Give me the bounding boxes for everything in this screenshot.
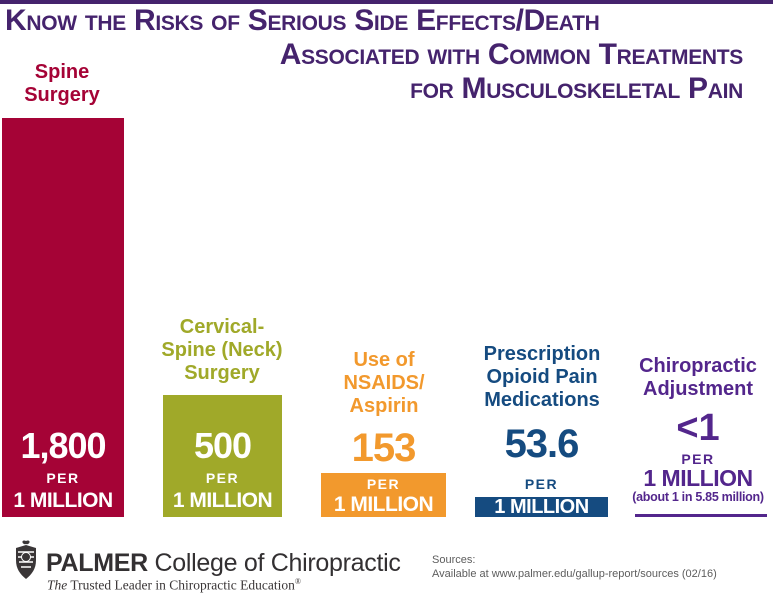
sources-label: Sources: — [432, 554, 476, 566]
tagline-lead: The — [47, 577, 68, 593]
registered-mark: ® — [294, 577, 301, 586]
bar-unit-per: PER — [205, 470, 240, 486]
bar-unit-per-opioids: PER — [524, 476, 559, 492]
category-label-line: Adjustment — [643, 378, 753, 400]
category-label-line: Spine — [34, 61, 90, 83]
chiropractic-underline-rule — [635, 514, 767, 517]
bar-value-chiropractic: <1 — [676, 407, 720, 449]
bar-value: 500 — [193, 425, 252, 466]
bar-unit-million: 1 MILLION — [494, 496, 589, 518]
chiropractic-footnote: (about 1 in 5.85 million) — [632, 490, 764, 504]
category-label-line: Cervical- — [179, 316, 265, 338]
brand-tagline: The Trusted Leader in Chiropractic Educa… — [47, 577, 301, 594]
chart-title-line-1: Know the Risks of Serious Side Effects/D… — [5, 4, 600, 37]
category-label-line: Opioid Pain — [486, 366, 598, 388]
brand-rest: College of Chiropractic — [147, 549, 401, 577]
bar-unit-million-chiropractic: 1 MILLION — [643, 465, 753, 491]
bar-nsaids-aspirin: PER 1 MILLION — [321, 473, 446, 517]
category-label-line: NSAIDS/ — [343, 372, 425, 394]
bar-unit-million: 1 MILLION — [13, 489, 113, 512]
category-label-line: Chiropractic — [639, 355, 757, 377]
bar-cervical-spine-surgery: 500 PER 1 MILLION — [163, 395, 282, 517]
category-label-prescription-opioids: Prescription Opioid Pain Medications — [472, 343, 612, 412]
bar-unit-million: 1 MILLION — [172, 489, 273, 512]
bar-value: 1,800 — [20, 425, 106, 466]
bar-unit-per: PER — [366, 476, 401, 492]
category-label-line: Aspirin — [349, 395, 419, 417]
sources-url: Available at www.palmer.edu/gallup-repor… — [432, 568, 717, 580]
category-label-cervical-spine-surgery: Cervical- Spine (Neck) Surgery — [153, 316, 291, 385]
category-label-chiropractic-adjustment: Chiropractic Adjustment — [624, 355, 772, 401]
bar-value-nsaids: 153 — [351, 426, 417, 470]
category-label-line: Medications — [484, 389, 600, 411]
category-label-line: Surgery — [24, 84, 100, 106]
palmer-crest-logo-icon — [16, 540, 36, 579]
bar-value-opioids: 53.6 — [504, 422, 580, 466]
bar-prescription-opioids: 1 MILLION — [475, 497, 608, 517]
bar-unit-million: 1 MILLION — [333, 493, 434, 516]
category-label-nsaids-aspirin: Use of NSAIDS/ Aspirin — [324, 349, 444, 418]
category-label-line: Prescription — [483, 343, 601, 365]
bar-unit-per: PER — [46, 470, 80, 486]
top-border-rule — [0, 0, 773, 4]
sources-note: Sources: Available at www.palmer.edu/gal… — [432, 553, 717, 581]
palmer-brand-name: PALMER College of Chiropractic — [46, 549, 401, 578]
chart-title-line-3: for Musculoskeletal Pain — [410, 72, 743, 105]
chart-title-line-2: Associated with Common Treatments — [279, 38, 744, 71]
bar-spine-surgery: 1,800 PER 1 MILLION — [2, 118, 124, 517]
tagline-rest: Trusted Leader in Chiropractic Education — [67, 577, 295, 593]
brand-bold: PALMER — [46, 549, 148, 577]
category-label-line: Surgery — [184, 362, 260, 384]
category-label-line: Use of — [353, 349, 415, 371]
category-label-line: Spine (Neck) — [161, 339, 283, 361]
bar-unit-per-chiropractic: PER — [681, 451, 715, 467]
category-label-spine-surgery: Spine Surgery — [0, 61, 124, 107]
